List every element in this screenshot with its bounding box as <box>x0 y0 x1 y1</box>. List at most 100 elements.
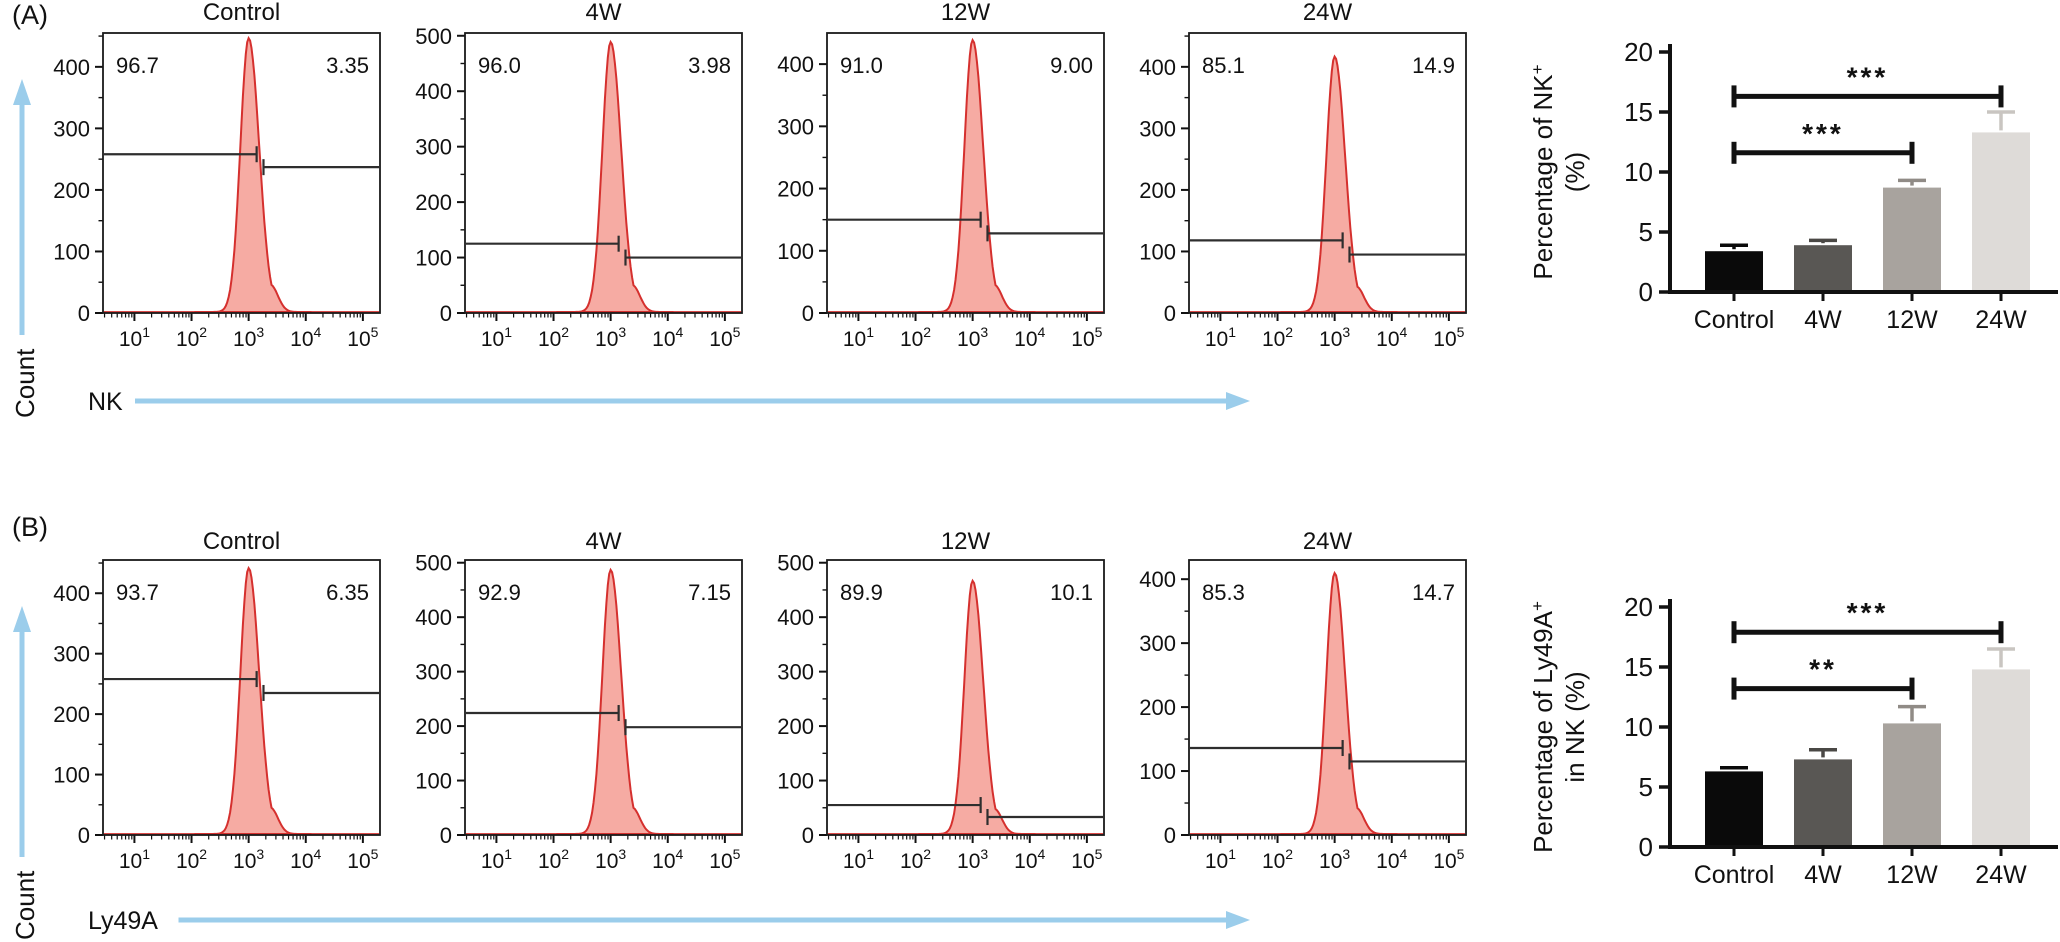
y-tick-label: 100 <box>777 769 814 794</box>
flow-histogram-panel: 24W 0 100 200 300 400 85.1 14.9 <box>1139 0 1467 326</box>
x-tick-label: 101 <box>481 846 512 873</box>
count-arrowhead-icon <box>13 79 31 105</box>
flow-histogram-panel: 12W 0 100 200 300 400 500 89.9 10.1 <box>777 528 1105 848</box>
count-arrowhead-icon <box>13 606 31 632</box>
y-tick-label: 200 <box>1139 695 1176 720</box>
bar-category-label: 24W <box>1975 861 2027 889</box>
x-tick-label: 104 <box>652 324 683 351</box>
pos-percent-label: 3.35 <box>326 53 369 78</box>
pos-percent-label: 14.7 <box>1412 580 1455 605</box>
bar-y-tick-label: 10 <box>1624 157 1653 187</box>
significance-label: *** <box>1847 597 1889 628</box>
panel-label-a: (A) <box>12 0 48 30</box>
bar-chart: Control 4W 12W 24W 0 5 10 15 20 <box>1624 592 2058 889</box>
y-tick-label: 100 <box>415 246 452 271</box>
x-tick-label: 103 <box>957 324 988 351</box>
histogram-title: 24W <box>1303 0 1353 26</box>
x-tick-label: 101 <box>843 324 874 351</box>
x-tick-label: 103 <box>595 324 626 351</box>
y-tick-label: 100 <box>53 239 90 264</box>
pos-percent-label: 7.15 <box>688 580 731 605</box>
x-tick-label: 101 <box>843 846 874 873</box>
y-tick-label: 0 <box>440 823 452 848</box>
x-tick-label: 104 <box>652 846 683 873</box>
pos-percent-label: 9.00 <box>1050 53 1093 78</box>
x-tick-label: 103 <box>595 846 626 873</box>
histogram-curve <box>1280 54 1398 313</box>
y-tick-label: 0 <box>1164 823 1176 848</box>
y-tick-label: 300 <box>1139 631 1176 656</box>
plot-frame <box>102 559 381 836</box>
neg-percent-label: 92.9 <box>478 580 521 605</box>
histogram-curve <box>194 35 312 313</box>
pos-percent-label: 10.1 <box>1050 580 1093 605</box>
y-tick-label: 200 <box>53 702 90 727</box>
y-tick-label: 200 <box>415 714 452 739</box>
neg-percent-label: 85.1 <box>1202 53 1245 78</box>
y-axis-label-line2: (%) <box>1560 152 1590 192</box>
y-tick-label: 200 <box>53 178 90 203</box>
x-tick-label: 102 <box>538 846 569 873</box>
flow-histogram-panel: Control 0 100 200 300 400 96.7 3.35 <box>53 0 381 326</box>
flow-histogram-panel: 24W 0 100 200 300 400 85.3 14.7 <box>1139 528 1467 848</box>
x-tick-label: 105 <box>1433 846 1464 873</box>
y-axis-label-line2: in NK (%) <box>1560 671 1590 782</box>
y-tick-label: 400 <box>1139 567 1176 592</box>
x-tick-label: 102 <box>1262 846 1293 873</box>
y-tick-label: 300 <box>777 660 814 685</box>
significance-label: ** <box>1809 654 1837 685</box>
x-tick-label: 104 <box>290 324 321 351</box>
plot-frame <box>826 32 1105 314</box>
y-tick-label: 400 <box>415 79 452 104</box>
y-tick-label: 400 <box>53 581 90 606</box>
histogram-curve <box>556 567 674 835</box>
x-tick-label: 104 <box>1376 324 1407 351</box>
y-tick-label: 100 <box>415 769 452 794</box>
bar-y-tick-label: 0 <box>1639 277 1653 307</box>
y-tick-label: 500 <box>415 551 452 576</box>
count-axis-label: Count <box>10 870 40 940</box>
x-tick-label: 102 <box>176 324 207 351</box>
bar-y-tick-label: 20 <box>1624 37 1653 67</box>
y-tick-label: 100 <box>1139 239 1176 264</box>
plot-frame <box>102 32 381 314</box>
y-tick-label: 300 <box>777 114 814 139</box>
x-tick-label: 104 <box>290 846 321 873</box>
bar-y-tick-label: 0 <box>1639 832 1653 862</box>
histogram-curve <box>918 578 1036 835</box>
significance-label: *** <box>1802 118 1844 149</box>
bar-chart: Control 4W 12W 24W 0 5 10 15 20 <box>1624 37 2058 334</box>
x-tick-label: 101 <box>1205 324 1236 351</box>
histogram-curve <box>194 565 312 835</box>
x-tick-label: 103 <box>233 846 264 873</box>
y-tick-label: 0 <box>78 823 90 848</box>
y-tick-label: 0 <box>78 301 90 326</box>
x-tick-label: 101 <box>119 324 150 351</box>
bar-category-label: 12W <box>1886 861 1938 889</box>
bar-control <box>1705 251 1763 292</box>
y-tick-label: 100 <box>53 763 90 788</box>
y-tick-label: 0 <box>440 301 452 326</box>
plot-frame <box>464 32 743 314</box>
histogram-title: Control <box>203 0 280 26</box>
bar-y-tick-label: 5 <box>1639 217 1653 247</box>
histogram-title: 4W <box>586 0 622 26</box>
histogram-title: 4W <box>586 528 622 555</box>
y-tick-label: 300 <box>415 135 452 160</box>
neg-percent-label: 93.7 <box>116 580 159 605</box>
y-tick-label: 300 <box>1139 116 1176 141</box>
y-tick-label: 300 <box>415 660 452 685</box>
plot-frame <box>464 559 743 836</box>
bar-y-tick-label: 10 <box>1624 712 1653 742</box>
bar-y-tick-label: 15 <box>1624 652 1653 682</box>
flow-histogram-panel: 4W 0 100 200 300 400 500 92.9 7.15 <box>415 528 743 848</box>
neg-percent-label: 96.7 <box>116 53 159 78</box>
bar-category-label: 4W <box>1804 861 1842 889</box>
significance-label: *** <box>1847 61 1889 92</box>
x-tick-label: 101 <box>1205 846 1236 873</box>
x-tick-label: 105 <box>709 846 740 873</box>
marker-arrowhead-icon <box>1226 392 1250 410</box>
x-tick-label: 102 <box>176 846 207 873</box>
plot-frame <box>1188 32 1467 314</box>
bar-category-label: 24W <box>1975 306 2027 334</box>
